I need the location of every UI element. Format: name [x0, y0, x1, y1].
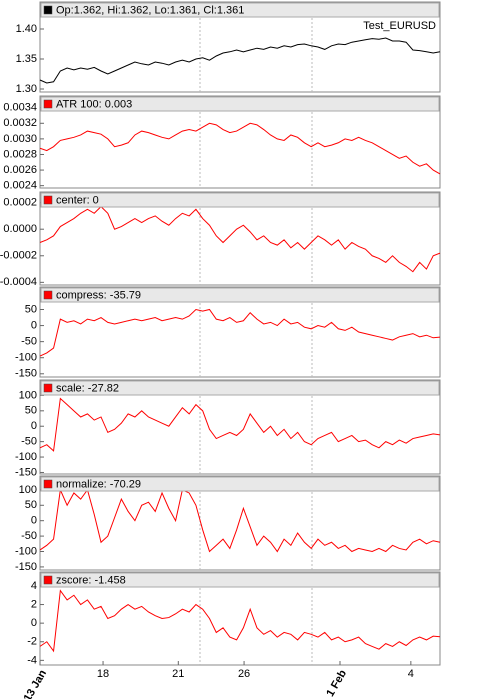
y-tick-label: 1.30 [16, 83, 37, 95]
y-tick-label: -100 [15, 451, 37, 463]
y-tick-label: 0.0000 [3, 223, 37, 235]
y-tick-label: 100 [19, 484, 37, 496]
y-tick-label: 0.0030 [3, 133, 37, 145]
y-tick-label: -150 [15, 561, 37, 573]
legend-swatch [43, 479, 53, 489]
series-line [39, 397, 441, 452]
series-line [39, 37, 441, 84]
y-tick-label: -50 [21, 436, 37, 448]
panel-header [40, 192, 440, 208]
x-tick-label: 26 [238, 668, 250, 680]
panel-header [40, 572, 440, 588]
y-tick-label: 0 [31, 420, 37, 432]
series-line [39, 488, 441, 553]
y-tick-label: 1.40 [16, 23, 37, 35]
y-tick-label: 4 [31, 580, 37, 592]
x-tick-label: 21 [172, 668, 184, 680]
panel [39, 475, 441, 571]
y-tick-label: 1.35 [16, 53, 37, 65]
x-tick-label: 13 Jan [22, 668, 50, 699]
y-tick-label: 50 [25, 499, 37, 511]
panel-header [40, 2, 440, 18]
legend-label: scale: -27.82 [56, 382, 119, 394]
series-line [39, 122, 441, 175]
x-tick-label: 18 [97, 668, 109, 680]
x-tick-label: 1 Feb [324, 668, 349, 699]
y-tick-label: 0.0034 [3, 102, 37, 114]
y-tick-label: -50 [21, 530, 37, 542]
legend-label: ATR 100: 0.003 [56, 98, 132, 110]
legend-label: zscore: -1.458 [56, 574, 126, 586]
y-tick-label: 0.0002 [3, 197, 37, 209]
legend-swatch [43, 383, 53, 393]
series-line [39, 589, 441, 653]
y-tick-label: 0.0032 [3, 117, 37, 129]
y-tick-label: -150 [15, 466, 37, 478]
y-tick-label: 0.0028 [3, 148, 37, 160]
y-tick-label: 50 [25, 303, 37, 315]
panel [39, 379, 441, 475]
y-tick-label: -0.0002 [0, 250, 37, 262]
legend-swatch [43, 195, 53, 205]
series-line [39, 308, 441, 357]
y-tick-label: -0.0004 [0, 276, 37, 288]
annotation: Test_EURUSD [363, 20, 436, 32]
y-tick-label: -150 [15, 368, 37, 380]
y-tick-label: -100 [15, 545, 37, 557]
legend-label: center: 0 [56, 194, 99, 206]
legend-swatch [43, 5, 53, 15]
y-tick-label: 2 [31, 598, 37, 610]
panel-header [40, 380, 440, 396]
legend-swatch [43, 290, 53, 300]
y-tick-label: -100 [15, 352, 37, 364]
y-tick-label: -2 [27, 636, 37, 648]
legend-label: Op:1.362, Hi:1.362, Lo:1.361, Cl:1.361 [56, 4, 244, 16]
legend-swatch [43, 99, 53, 109]
y-tick-label: 0 [31, 515, 37, 527]
series-line [39, 205, 441, 273]
legend-label: compress: -35.79 [56, 289, 141, 301]
y-tick-label: 100 [19, 389, 37, 401]
y-tick-label: 0 [31, 617, 37, 629]
y-tick-label: 0.0024 [3, 180, 37, 192]
y-tick-label: 0.0026 [3, 164, 37, 176]
y-tick-label: 50 [25, 405, 37, 417]
y-tick-label: -4 [27, 654, 37, 666]
panel-header [40, 287, 440, 303]
panel-header [40, 476, 440, 492]
y-tick-label: 0 [31, 319, 37, 331]
legend-swatch [43, 575, 53, 585]
panel-header [40, 96, 440, 112]
y-tick-label: -50 [21, 336, 37, 348]
x-tick-label: 4 [408, 668, 414, 680]
legend-label: normalize: -70.29 [56, 478, 141, 490]
